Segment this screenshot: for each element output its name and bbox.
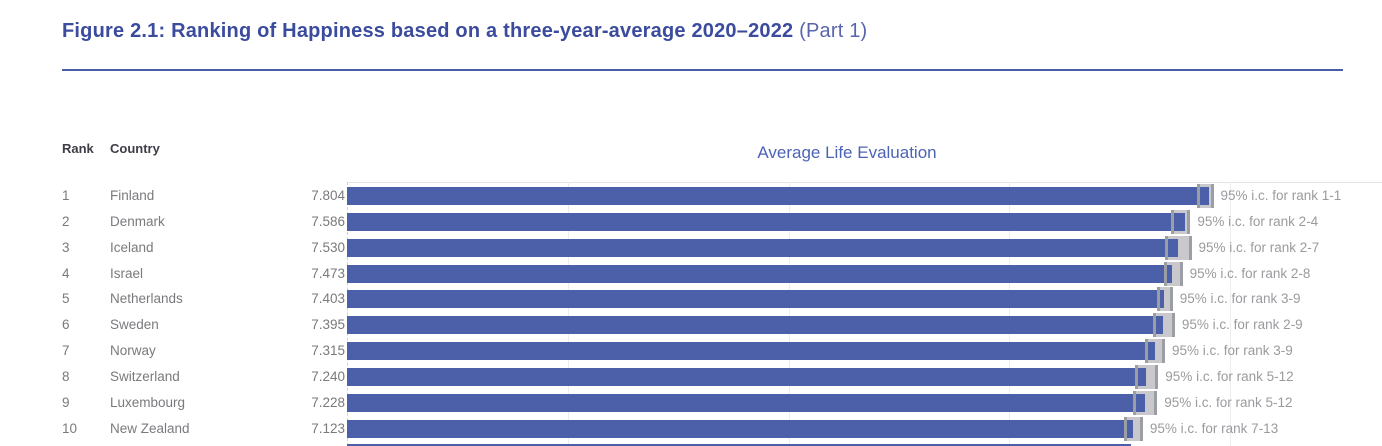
value-label: 7.530 xyxy=(311,239,345,255)
ci-lower-tick xyxy=(1145,339,1149,364)
ci-rank-range-label: 95% i.c. for rank 7-13 xyxy=(1149,420,1279,436)
value-label: 7.586 xyxy=(311,213,345,229)
ci-upper-tick xyxy=(1162,339,1165,364)
ci-upper-tick xyxy=(1154,390,1158,415)
rank-label: 2 xyxy=(62,213,70,229)
rank-label: 10 xyxy=(62,420,78,436)
ci-rank-range-label: 95% i.c. for rank 1-1 xyxy=(1220,188,1342,203)
country-label: New Zealand xyxy=(110,420,190,436)
column-header-country: Country xyxy=(110,141,160,156)
country-label: Iceland xyxy=(110,239,154,255)
ci-rank-range-label: 95% i.c. for rank 2-7 xyxy=(1198,239,1320,255)
ci-rank-range-label: 95% i.c. for rank 5-12 xyxy=(1165,368,1294,384)
rank-label: 8 xyxy=(62,368,70,384)
value-label: 7.228 xyxy=(311,394,345,410)
ci-lower-tick xyxy=(1164,261,1167,286)
country-label: Norway xyxy=(110,343,156,359)
rank-label: 1 xyxy=(62,188,70,203)
axis-title-average-life-evaluation: Average Life Evaluation xyxy=(757,143,937,162)
partial-next-row-bar xyxy=(347,444,1131,446)
value-bar xyxy=(347,238,1179,257)
country-label: Sweden xyxy=(110,317,159,333)
ci-upper-tick xyxy=(1169,287,1173,312)
ci-lower-tick xyxy=(1165,235,1169,260)
value-bar xyxy=(347,316,1164,335)
ci-upper-tick xyxy=(1188,235,1192,260)
value-bar xyxy=(347,367,1147,386)
ci-upper-tick xyxy=(1171,313,1175,338)
ci-lower-tick xyxy=(1124,416,1128,441)
value-label: 7.123 xyxy=(311,420,345,436)
value-label: 7.395 xyxy=(311,317,345,333)
value-label: 7.315 xyxy=(311,343,345,359)
value-label: 7.403 xyxy=(311,291,345,307)
rank-label: 9 xyxy=(62,394,70,410)
ci-upper-tick xyxy=(1155,364,1159,389)
value-bar xyxy=(347,264,1172,283)
ci-lower-tick xyxy=(1152,313,1156,338)
country-label: Finland xyxy=(110,188,155,203)
gridline-x-8 xyxy=(1230,182,1232,446)
ci-lower-tick xyxy=(1157,287,1161,312)
ci-upper-tick xyxy=(1179,261,1183,286)
ci-rank-range-label: 95% i.c. for rank 2-8 xyxy=(1189,265,1311,281)
value-bar xyxy=(347,419,1134,438)
country-label: Israel xyxy=(110,265,144,281)
rank-label: 4 xyxy=(62,265,70,281)
value-bar xyxy=(347,290,1165,309)
country-label: Switzerland xyxy=(110,368,180,384)
figure-title-part-label: (Part 1) xyxy=(793,20,868,42)
gridline-x-4 xyxy=(788,182,790,446)
value-label: 7.240 xyxy=(311,368,345,384)
title-underline-rule xyxy=(62,69,1343,71)
figure-title-main: Figure 2.1: Ranking of Happiness based o… xyxy=(62,20,794,42)
rank-label: 3 xyxy=(62,239,70,255)
ci-rank-range-label: 95% i.c. for rank 2-4 xyxy=(1197,213,1319,229)
ci-upper-tick xyxy=(1210,184,1214,208)
rank-label: 6 xyxy=(62,317,70,333)
figure-title: Figure 2.1: Ranking of Happiness based o… xyxy=(62,20,1362,43)
rank-label: 7 xyxy=(62,343,70,359)
gridline-x-6 xyxy=(1009,182,1011,446)
ci-rank-range-label: 95% i.c. for rank 3-9 xyxy=(1179,291,1301,307)
value-bar xyxy=(347,342,1155,361)
value-bar xyxy=(347,187,1209,205)
rank-label: 5 xyxy=(62,291,70,307)
column-header-rank: Rank xyxy=(62,141,94,156)
ci-lower-tick xyxy=(1170,209,1174,234)
ci-rank-range-label: 95% i.c. for rank 3-9 xyxy=(1172,343,1293,359)
plot-top-border xyxy=(347,182,1382,183)
value-bar xyxy=(347,393,1145,412)
x-axis-zero-line xyxy=(347,182,348,446)
ci-upper-tick xyxy=(1187,209,1191,234)
country-label: Denmark xyxy=(110,213,165,229)
ci-lower-tick xyxy=(1197,184,1201,208)
ci-upper-tick xyxy=(1139,416,1143,441)
ci-rank-range-label: 95% i.c. for rank 5-12 xyxy=(1164,394,1293,410)
gridline-x-2 xyxy=(567,182,569,446)
ci-lower-tick xyxy=(1135,364,1139,389)
ci-lower-tick xyxy=(1133,390,1136,415)
value-label: 7.804 xyxy=(311,188,345,203)
value-label: 7.473 xyxy=(311,265,345,281)
ci-rank-range-label: 95% i.c. for rank 2-9 xyxy=(1181,317,1303,333)
country-label: Luxembourg xyxy=(110,394,186,410)
country-label: Netherlands xyxy=(110,291,183,307)
value-bar xyxy=(347,212,1185,231)
